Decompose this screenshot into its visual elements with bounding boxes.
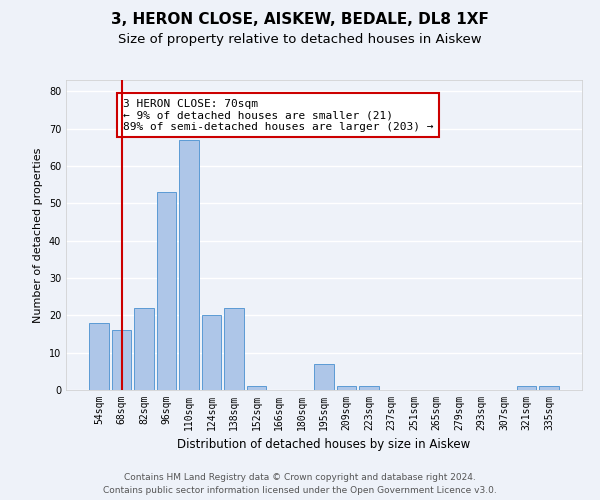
Y-axis label: Number of detached properties: Number of detached properties <box>33 148 43 322</box>
Bar <box>157 192 176 390</box>
Bar <box>112 330 131 390</box>
Bar <box>359 386 379 390</box>
Text: 3, HERON CLOSE, AISKEW, BEDALE, DL8 1XF: 3, HERON CLOSE, AISKEW, BEDALE, DL8 1XF <box>111 12 489 28</box>
Bar <box>314 364 334 390</box>
X-axis label: Distribution of detached houses by size in Aiskew: Distribution of detached houses by size … <box>178 438 470 452</box>
Text: 3 HERON CLOSE: 70sqm
← 9% of detached houses are smaller (21)
89% of semi-detach: 3 HERON CLOSE: 70sqm ← 9% of detached ho… <box>122 98 433 132</box>
Bar <box>179 140 199 390</box>
Text: Contains HM Land Registry data © Crown copyright and database right 2024.
Contai: Contains HM Land Registry data © Crown c… <box>103 474 497 495</box>
Bar <box>134 308 154 390</box>
Bar <box>517 386 536 390</box>
Bar <box>89 323 109 390</box>
Bar <box>337 386 356 390</box>
Bar <box>247 386 266 390</box>
Bar <box>539 386 559 390</box>
Bar <box>224 308 244 390</box>
Text: Size of property relative to detached houses in Aiskew: Size of property relative to detached ho… <box>118 32 482 46</box>
Bar <box>202 316 221 390</box>
